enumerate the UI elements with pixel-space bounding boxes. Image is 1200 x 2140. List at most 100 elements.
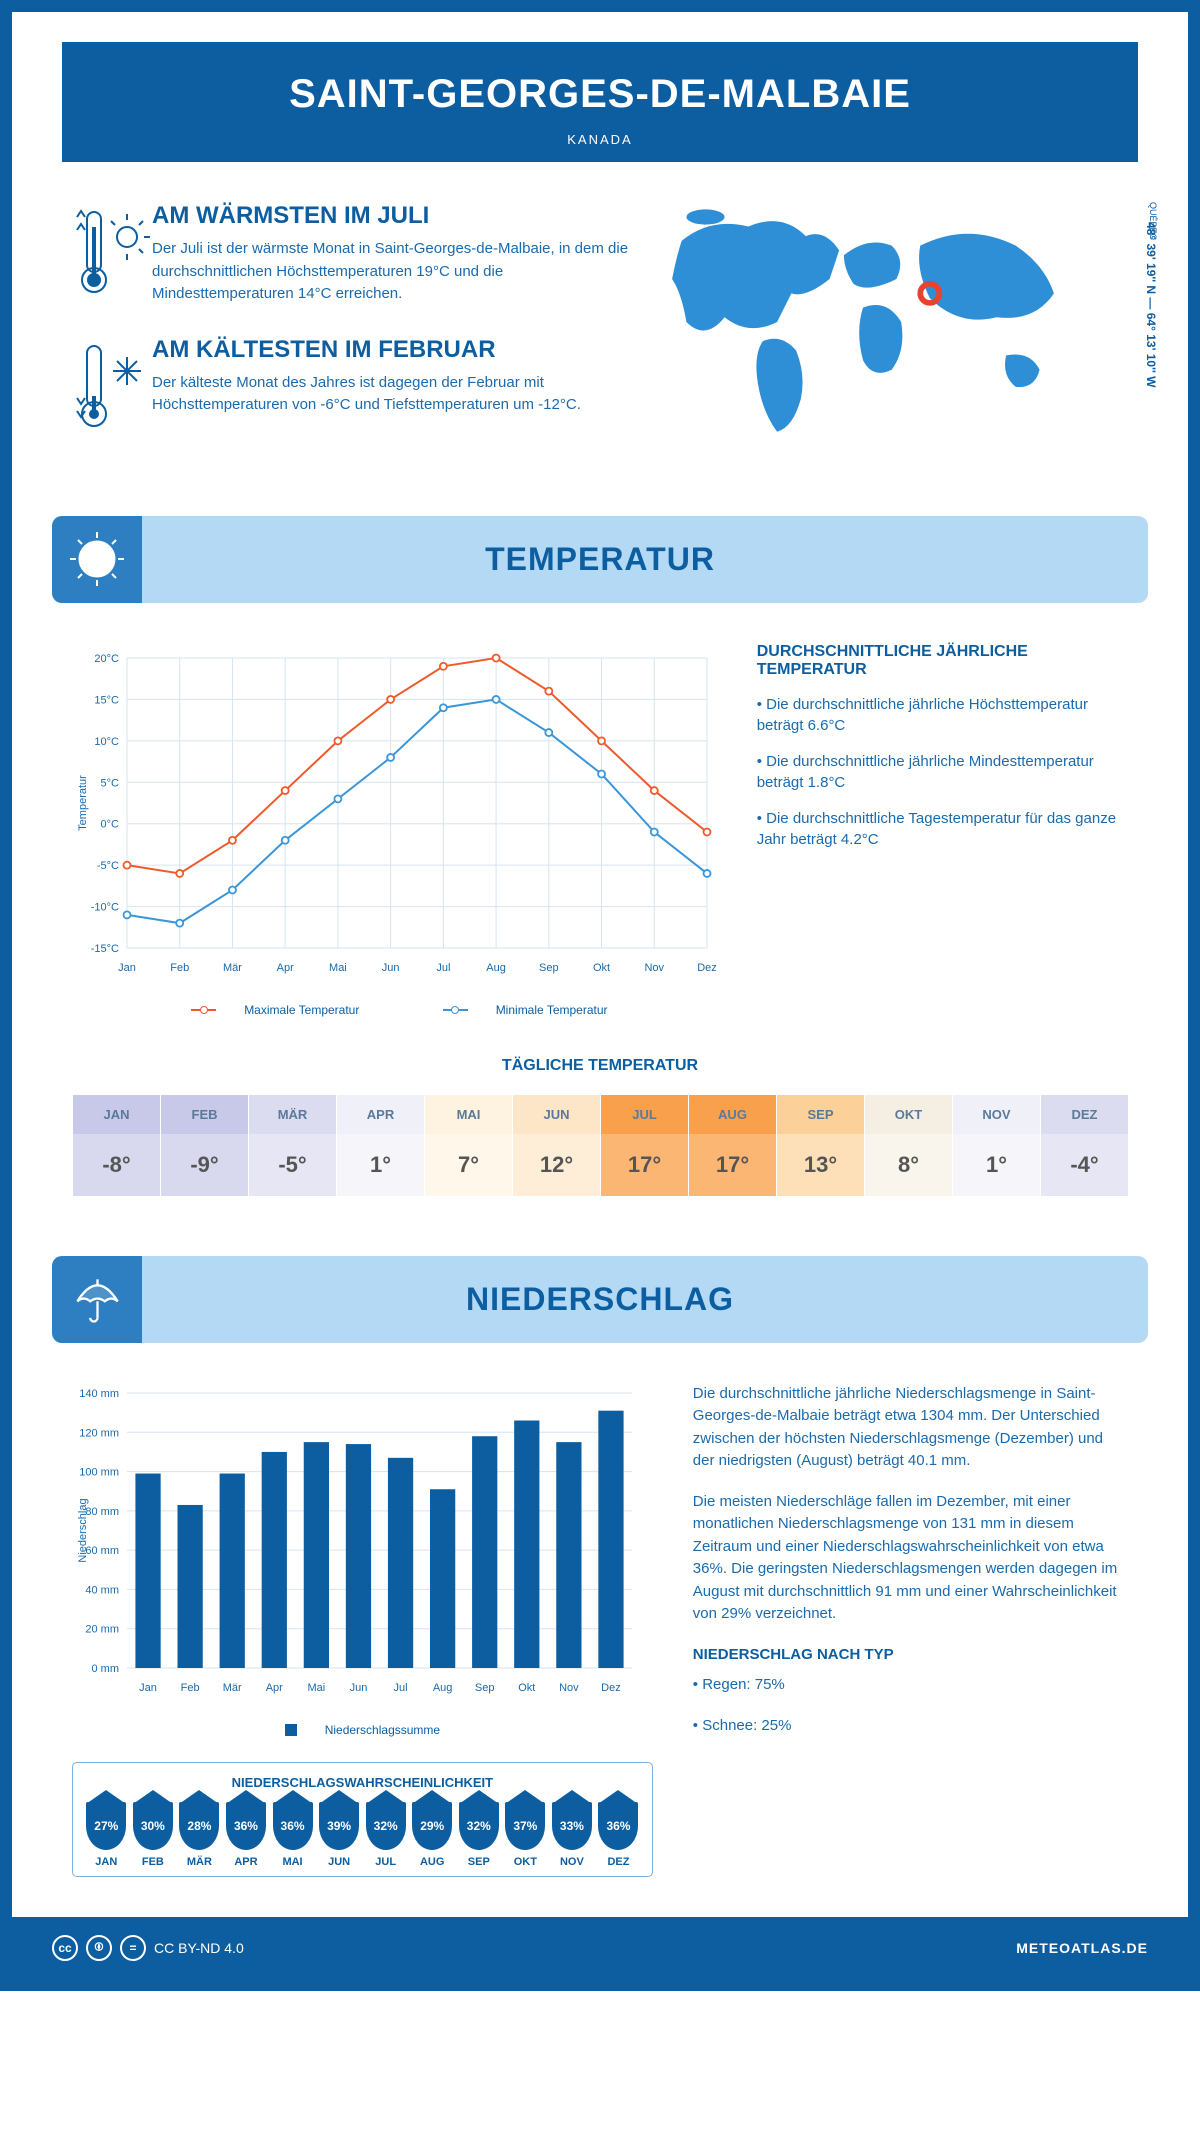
svg-text:Temperatur: Temperatur bbox=[77, 774, 89, 830]
site-name: METEOATLAS.DE bbox=[1016, 1940, 1148, 1956]
coldest-fact: AM KÄLTESTEN IM FEBRUAR Der kälteste Mon… bbox=[72, 336, 633, 436]
svg-text:100 mm: 100 mm bbox=[79, 1466, 119, 1478]
temp-cell: JUL17° bbox=[600, 1095, 688, 1196]
temp-cell: FEB-9° bbox=[160, 1095, 248, 1196]
svg-text:Apr: Apr bbox=[266, 1682, 283, 1694]
probability-title: NIEDERSCHLAGSWAHRSCHEINLICHKEIT bbox=[83, 1775, 642, 1790]
svg-text:Jun: Jun bbox=[382, 962, 400, 974]
svg-text:Aug: Aug bbox=[486, 962, 506, 974]
svg-text:Jan: Jan bbox=[139, 1682, 157, 1694]
probability-cell: 37%OKT bbox=[502, 1802, 549, 1868]
svg-text:Jul: Jul bbox=[394, 1682, 408, 1694]
page-container: SAINT-GEORGES-DE-MALBAIE KANADA AM WÄRMS… bbox=[0, 0, 1200, 1991]
svg-text:20 mm: 20 mm bbox=[85, 1623, 119, 1635]
svg-text:0°C: 0°C bbox=[101, 818, 120, 830]
temp-bullet-1: • Die durchschnittliche jährliche Höchst… bbox=[757, 694, 1128, 736]
warmest-text: Der Juli ist der wärmste Monat in Saint-… bbox=[152, 238, 633, 306]
temp-cell: DEZ-4° bbox=[1040, 1095, 1128, 1196]
svg-text:Mär: Mär bbox=[223, 1682, 242, 1694]
svg-text:Sep: Sep bbox=[475, 1682, 495, 1694]
page-title: SAINT-GEORGES-DE-MALBAIE bbox=[62, 72, 1138, 117]
temperature-section-header: TEMPERATUR bbox=[52, 516, 1148, 603]
temp-cell: AUG17° bbox=[688, 1095, 776, 1196]
svg-text:Aug: Aug bbox=[433, 1682, 453, 1694]
probability-cell: 32%JUL bbox=[362, 1802, 409, 1868]
by-icon: 🅯 bbox=[86, 1935, 112, 1961]
svg-text:Apr: Apr bbox=[277, 962, 294, 974]
svg-text:Niederschlag: Niederschlag bbox=[77, 1498, 89, 1562]
sun-icon bbox=[67, 529, 127, 589]
thermometer-snow-icon bbox=[72, 336, 152, 436]
svg-text:Jan: Jan bbox=[118, 962, 136, 974]
temp-cell: NOV1° bbox=[952, 1095, 1040, 1196]
probability-cell: 39%JUN bbox=[316, 1802, 363, 1868]
legend-max: Maximale Temperatur bbox=[244, 1003, 359, 1017]
svg-text:Mai: Mai bbox=[329, 962, 347, 974]
precip-section-header: NIEDERSCHLAG bbox=[52, 1256, 1148, 1343]
svg-text:0 mm: 0 mm bbox=[92, 1663, 120, 1675]
precipitation-chart: 0 mm 20 mm 40 mm 60 mm 80 mm 100 mm 120 mm 140 … bbox=[72, 1383, 642, 1703]
coordinates: 48° 39' 19'' N — 64° 13' 10'' W bbox=[1144, 222, 1158, 387]
temperature-title: TEMPERATUR bbox=[52, 541, 1148, 578]
daily-temp-title: TÄGLICHE TEMPERATUR bbox=[72, 1057, 1128, 1075]
probability-cell: 36%MAI bbox=[269, 1802, 316, 1868]
probability-cell: 28%MÄR bbox=[176, 1802, 223, 1868]
daily-temp-table: JAN-8°FEB-9°MÄR-5°APR1°MAI7°JUN12°JUL17°… bbox=[72, 1095, 1128, 1196]
svg-text:40 mm: 40 mm bbox=[85, 1584, 119, 1596]
temp-bullet-2: • Die durchschnittliche jährliche Mindes… bbox=[757, 751, 1128, 793]
svg-text:Sep: Sep bbox=[539, 962, 559, 974]
svg-text:120 mm: 120 mm bbox=[79, 1427, 119, 1439]
probability-cell: 29%AUG bbox=[409, 1802, 456, 1868]
precip-legend-label: Niederschlagssumme bbox=[325, 1723, 440, 1737]
probability-cell: 36%APR bbox=[223, 1802, 270, 1868]
umbrella-icon bbox=[70, 1272, 125, 1327]
svg-text:-15°C: -15°C bbox=[91, 943, 119, 955]
cc-icon: cc bbox=[52, 1935, 78, 1961]
intro-section: AM WÄRMSTEN IM JULI Der Juli ist der wär… bbox=[12, 162, 1188, 496]
svg-text:Okt: Okt bbox=[518, 1682, 535, 1694]
temp-cell: SEP13° bbox=[776, 1095, 864, 1196]
svg-text:140 mm: 140 mm bbox=[79, 1388, 119, 1400]
thermometer-sun-icon bbox=[72, 202, 152, 302]
svg-text:15°C: 15°C bbox=[94, 694, 119, 706]
probability-cell: 30%FEB bbox=[130, 1802, 177, 1868]
precip-type-snow: • Schnee: 25% bbox=[693, 1715, 1128, 1738]
probability-box: NIEDERSCHLAGSWAHRSCHEINLICHKEIT 27%JAN30… bbox=[72, 1762, 653, 1877]
country-label: KANADA bbox=[62, 132, 1138, 147]
precip-text-1: Die durchschnittliche jährliche Niedersc… bbox=[693, 1383, 1128, 1473]
precip-legend: Niederschlagssumme bbox=[72, 1723, 653, 1737]
svg-text:20°C: 20°C bbox=[94, 653, 119, 665]
svg-text:Jul: Jul bbox=[436, 962, 450, 974]
svg-text:-5°C: -5°C bbox=[97, 860, 119, 872]
probability-cell: 27%JAN bbox=[83, 1802, 130, 1868]
temperature-chart: -15°C-10°C-5°C0°C5°C10°C15°C20°CJanFebMä… bbox=[72, 643, 722, 983]
world-map bbox=[653, 202, 1073, 442]
svg-text:80 mm: 80 mm bbox=[85, 1505, 119, 1517]
probability-cell: 32%SEP bbox=[456, 1802, 503, 1868]
legend-min: Minimale Temperatur bbox=[496, 1003, 608, 1017]
temp-cell: OKT8° bbox=[864, 1095, 952, 1196]
temp-bullet-3: • Die durchschnittliche Tagestemperatur … bbox=[757, 808, 1128, 850]
precip-type-title: NIEDERSCHLAG NACH TYP bbox=[693, 1644, 1128, 1667]
svg-text:Okt: Okt bbox=[593, 962, 610, 974]
svg-text:Feb: Feb bbox=[170, 962, 189, 974]
temp-cell: APR1° bbox=[336, 1095, 424, 1196]
probability-cell: 33%NOV bbox=[549, 1802, 596, 1868]
precip-type-rain: • Regen: 75% bbox=[693, 1674, 1128, 1697]
svg-text:5°C: 5°C bbox=[101, 777, 120, 789]
temp-cell: JAN-8° bbox=[72, 1095, 160, 1196]
license-text: CC BY-ND 4.0 bbox=[154, 1940, 244, 1956]
coldest-title: AM KÄLTESTEN IM FEBRUAR bbox=[152, 336, 633, 364]
svg-text:10°C: 10°C bbox=[94, 735, 119, 747]
temp-legend: Maximale Temperatur Minimale Temperatur bbox=[72, 1003, 727, 1017]
temp-cell: JUN12° bbox=[512, 1095, 600, 1196]
svg-text:60 mm: 60 mm bbox=[85, 1545, 119, 1557]
temp-info-title: DURCHSCHNITTLICHE JÄHRLICHE TEMPERATUR bbox=[757, 643, 1128, 679]
svg-text:Feb: Feb bbox=[181, 1682, 200, 1694]
coldest-text: Der kälteste Monat des Jahres ist dagege… bbox=[152, 372, 633, 417]
footer: cc 🅯 = CC BY-ND 4.0 METEOATLAS.DE bbox=[12, 1917, 1188, 1979]
precip-text-2: Die meisten Niederschläge fallen im Deze… bbox=[693, 1491, 1128, 1626]
warmest-fact: AM WÄRMSTEN IM JULI Der Juli ist der wär… bbox=[72, 202, 633, 306]
precip-title: NIEDERSCHLAG bbox=[52, 1281, 1148, 1318]
svg-text:Nov: Nov bbox=[644, 962, 664, 974]
